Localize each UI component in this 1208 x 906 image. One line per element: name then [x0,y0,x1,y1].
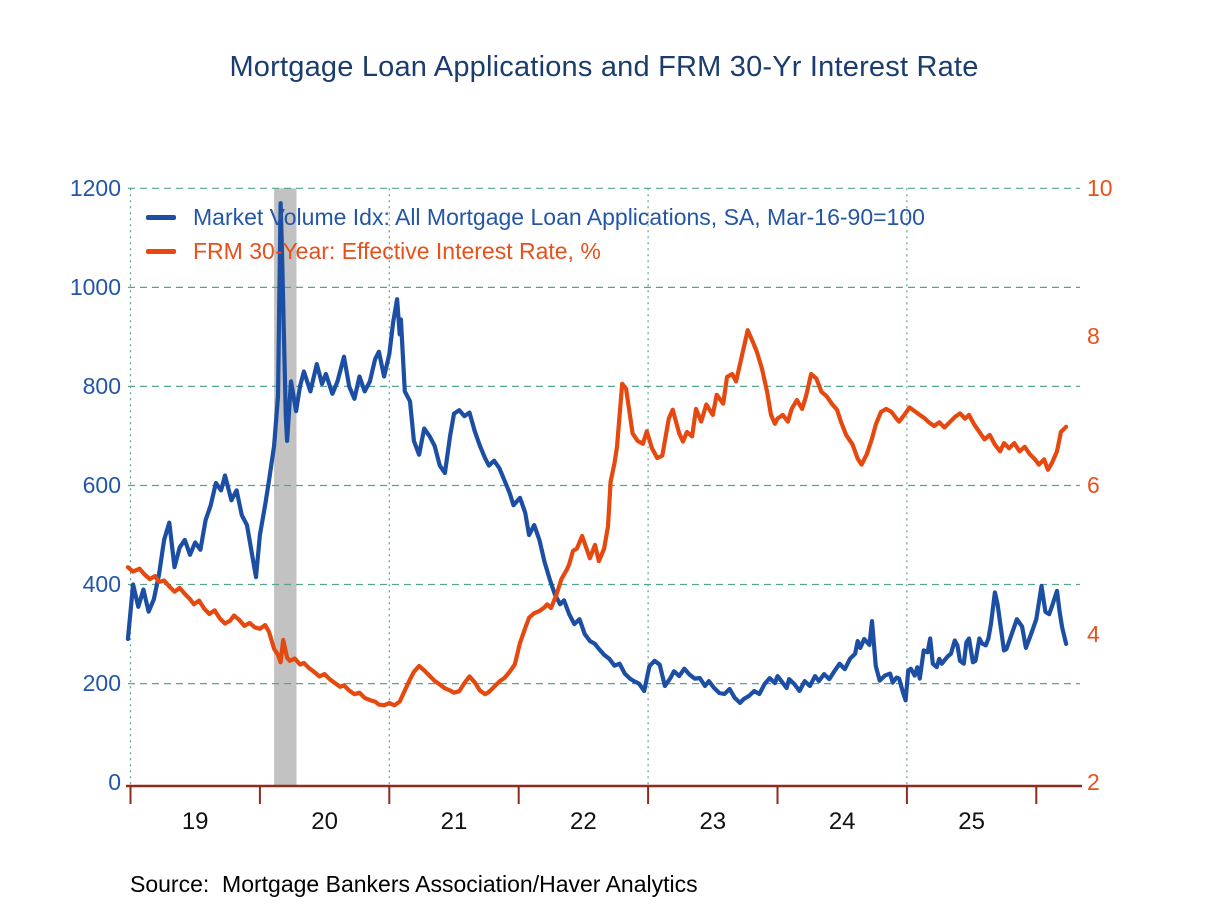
series-line-frm-rate [125,328,1069,708]
series-line-market-volume [125,201,1069,706]
recession-band [274,188,297,787]
